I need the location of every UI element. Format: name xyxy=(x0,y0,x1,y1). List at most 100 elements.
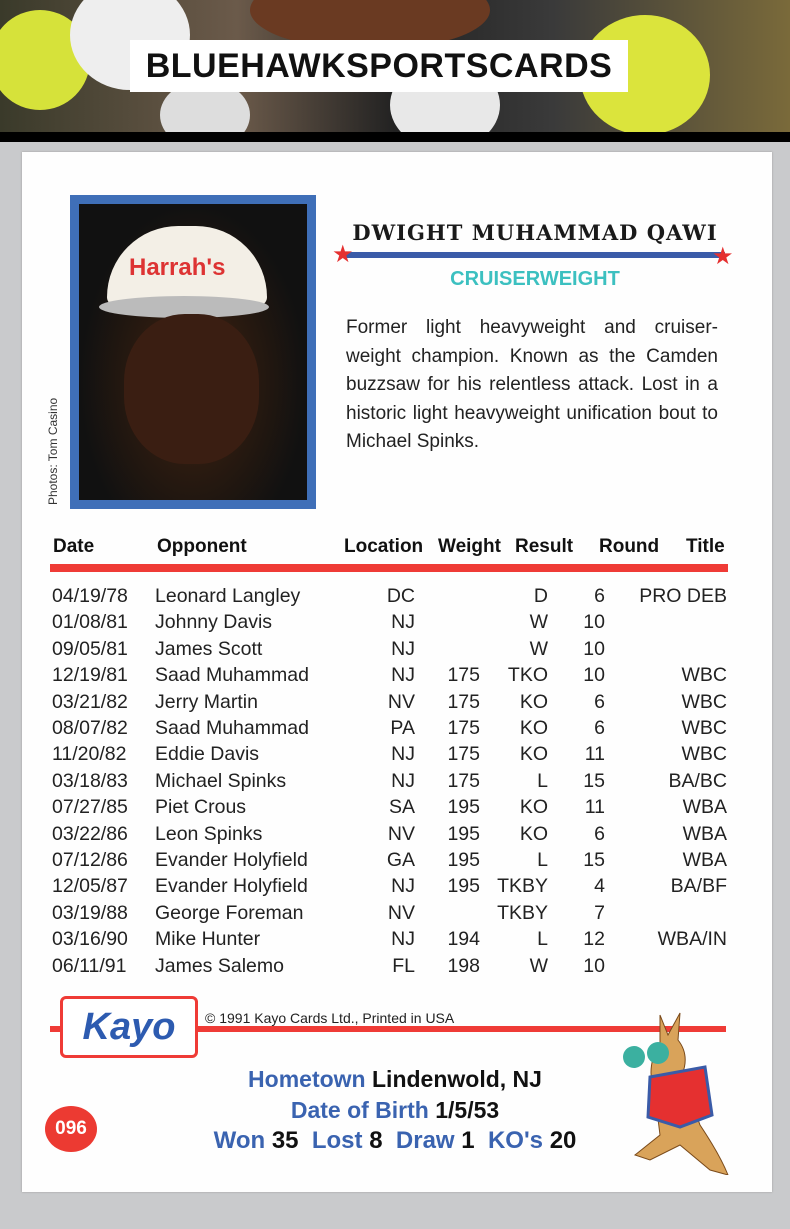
cell-result: L xyxy=(537,769,548,792)
cap-brim xyxy=(99,296,269,318)
fight-row: 04/19/78 Leonard Langley DC D 6 PRO DEB xyxy=(0,585,790,611)
fight-row: 11/20/82 Eddie Davis NJ 175 KO 11 WBC xyxy=(0,743,790,769)
header-divider xyxy=(50,564,728,572)
fight-row: 12/05/87 Evander Holyfield NJ 195 TKBY 4 BA/BF xyxy=(0,875,790,901)
kayo-logo: Kayo xyxy=(60,996,198,1058)
cell-title: WBC xyxy=(681,743,728,766)
header-title: Title xyxy=(686,536,725,557)
fight-row: 01/08/81 Johnny Davis NJ W 10 xyxy=(0,611,790,637)
face-image xyxy=(124,314,259,464)
lost-value: 8 xyxy=(369,1127,383,1154)
cell-round: 11 xyxy=(584,743,605,766)
cell-opponent: Leonard Langley xyxy=(155,585,301,607)
cell-date: 11/20/82 xyxy=(52,743,127,766)
cell-weight: 195 xyxy=(447,875,480,898)
footer-divider xyxy=(50,1026,726,1032)
cell-date: 07/12/86 xyxy=(52,849,128,871)
cell-date: 12/19/81 xyxy=(52,664,128,687)
cell-result: D xyxy=(533,585,548,607)
cell-opponent: Evander Holyfield xyxy=(155,875,308,898)
dob-line: Date of Birth 1/5/53 xyxy=(150,1097,640,1124)
cell-title: WBC xyxy=(681,717,728,739)
cell-result: W xyxy=(529,954,548,977)
cell-date: 03/19/88 xyxy=(52,901,128,924)
weight-division: CRUISERWEIGHT xyxy=(450,268,620,290)
cell-result: KO xyxy=(519,717,548,739)
fight-row: 03/21/82 Jerry Martin NV 175 KO 6 WBC xyxy=(0,691,790,717)
ko-label: KO's xyxy=(487,1127,544,1154)
cell-title: WBA xyxy=(682,822,727,845)
cell-result: TKO xyxy=(507,664,548,687)
cell-round: 10 xyxy=(583,611,605,634)
cell-weight: 195 xyxy=(447,796,480,819)
fight-row: 08/07/82 Saad Muhammad PA 175 KO 6 WBC xyxy=(0,717,790,743)
draw-value: 1 xyxy=(461,1127,475,1154)
cell-result: L xyxy=(537,849,548,871)
hometown-value: Lindenwold, NJ xyxy=(372,1066,542,1092)
cell-title: BA/BF xyxy=(670,875,727,898)
cell-opponent: James Scott xyxy=(155,637,263,660)
fight-row: 12/19/81 Saad Muhammad NJ 175 TKO 10 WBC xyxy=(0,664,790,690)
cell-weight: 175 xyxy=(447,743,480,766)
cell-result: W xyxy=(529,611,548,634)
fight-row: 06/11/91 James Salemo FL 198 W 10 xyxy=(0,955,790,981)
cell-location: NJ xyxy=(391,928,415,951)
copyright: © 1991 Kayo Cards Ltd., Printed in USA xyxy=(205,1010,455,1026)
draw-label: Draw xyxy=(395,1127,455,1154)
cell-date: 01/08/81 xyxy=(52,611,128,634)
fight-row: 07/27/85 Piet Crous SA 195 KO 11 WBA xyxy=(0,796,790,822)
hometown-line: Hometown Lindenwold, NJ xyxy=(150,1066,640,1093)
cell-location: NV xyxy=(387,690,415,713)
cell-opponent: Leon Spinks xyxy=(155,822,263,845)
cell-location: FL xyxy=(392,954,415,977)
cell-date: 07/27/85 xyxy=(52,796,128,819)
header-result: Result xyxy=(515,536,574,557)
boxing-kangaroo-mascot xyxy=(623,1012,729,1175)
cell-date: 03/21/82 xyxy=(52,690,128,713)
cell-date: 03/22/86 xyxy=(52,822,128,845)
cell-opponent: Johnny Davis xyxy=(155,611,273,634)
cell-round: 10 xyxy=(583,637,605,660)
cell-result: W xyxy=(529,637,548,660)
cell-weight: 175 xyxy=(447,769,480,792)
cell-location: SA xyxy=(388,796,415,819)
cell-opponent: Saad Muhammad xyxy=(155,664,309,687)
cell-location: GA xyxy=(386,849,415,871)
cell-location: NJ xyxy=(391,664,415,687)
cell-result: TKBY xyxy=(497,875,548,898)
divider xyxy=(0,132,790,142)
cell-round: 4 xyxy=(594,875,605,898)
cell-title: WBC xyxy=(681,664,728,687)
player-photo: Harrah's xyxy=(70,195,316,509)
cell-result: KO xyxy=(519,796,548,819)
cell-weight: 195 xyxy=(447,822,480,845)
star-icon: ★ xyxy=(332,241,354,268)
cell-location: NV xyxy=(387,901,415,924)
cell-opponent: Mike Hunter xyxy=(155,928,261,951)
cell-opponent: James Salemo xyxy=(155,954,284,977)
fight-row: 03/22/86 Leon Spinks NV 195 KO 6 WBA xyxy=(0,823,790,849)
photo-credit: Photos: Tom Casino xyxy=(46,397,60,505)
cell-round: 6 xyxy=(594,585,605,607)
cell-weight: 198 xyxy=(447,954,480,977)
cell-result: TKBY xyxy=(497,901,548,924)
cell-location: DC xyxy=(386,585,415,607)
cell-result: KO xyxy=(519,822,548,845)
brand-watermark: BLUEHAWKSPORTSCARDS xyxy=(130,40,628,92)
header-opponent: Opponent xyxy=(157,536,247,557)
cell-weight: 175 xyxy=(447,664,480,687)
card-number-badge: 096 xyxy=(45,1106,97,1152)
cell-opponent: Michael Spinks xyxy=(155,769,287,792)
cell-title: BA/BC xyxy=(668,769,727,792)
dob-label: Date of Birth xyxy=(290,1097,429,1123)
cell-opponent: Saad Muhammad xyxy=(155,717,309,739)
logo-text: Kayo xyxy=(82,1005,176,1048)
cell-result: KO xyxy=(519,743,548,766)
header-date: Date xyxy=(53,536,95,557)
cell-round: 12 xyxy=(583,928,605,951)
cell-location: NV xyxy=(387,822,415,845)
cell-title: PRO DEB xyxy=(639,585,727,607)
cell-opponent: Jerry Martin xyxy=(155,690,258,713)
star-icon: ★ xyxy=(712,243,734,270)
cell-opponent: Eddie Davis xyxy=(155,743,260,766)
